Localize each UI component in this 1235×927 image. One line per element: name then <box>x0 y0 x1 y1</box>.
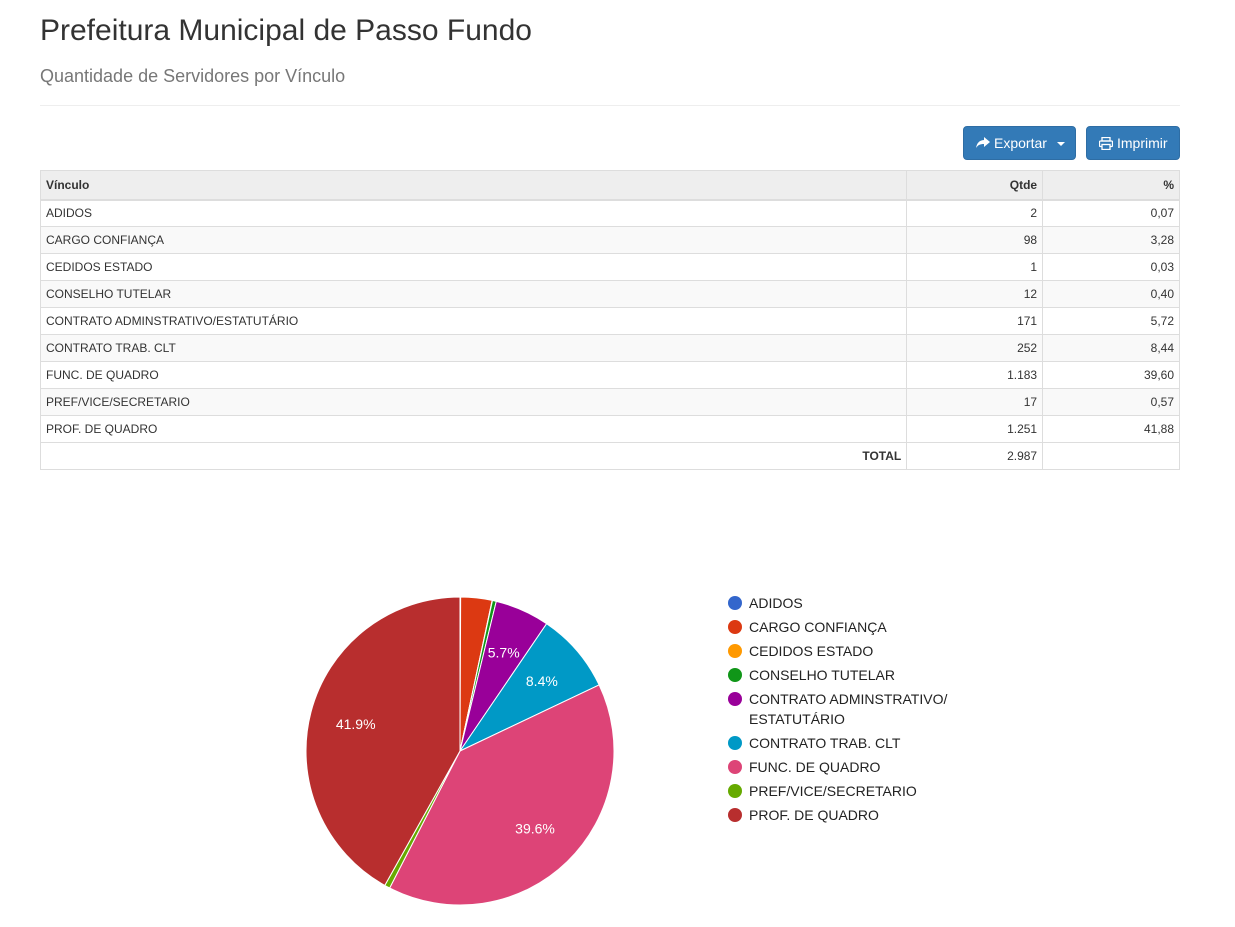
total-pct-empty <box>1042 442 1180 470</box>
pie-slice-9[interactable] <box>305 596 461 887</box>
cell-pct: 39,60 <box>1042 361 1180 389</box>
cell-pct: 0,40 <box>1042 280 1180 308</box>
legend-swatch <box>728 692 742 706</box>
pie-slice-label-6: 8.4% <box>526 673 558 689</box>
table-row: CARGO CONFIANÇA 98 3,28 <box>39 226 1180 254</box>
export-button[interactable]: Exportar <box>963 126 1076 160</box>
cell-vinculo: PREF/VICE/SECRETARIO <box>39 388 908 416</box>
table-row: ADIDOS 2 0,07 <box>39 199 1180 227</box>
column-header-vinculo[interactable]: Vínculo <box>39 170 908 201</box>
cell-qtde: 1.251 <box>906 415 1044 443</box>
header-divider <box>40 105 1180 106</box>
legend-swatch <box>728 760 742 774</box>
page-subtitle: Quantidade de Servidores por Vínculo <box>40 66 346 86</box>
pie-chart-svg: 5.7% 8.4% 39.6% 41.9% <box>305 596 615 906</box>
legend-item[interactable]: FUNC. DE QUADRO <box>728 757 988 777</box>
print-button-label: Imprimir <box>1117 135 1168 151</box>
cell-vinculo: CONSELHO TUTELAR <box>39 280 908 308</box>
legend-item[interactable]: CARGO CONFIANÇA <box>728 617 988 637</box>
legend-item[interactable]: CONTRATO ADMINSTRATIVO/ ESTATUTÁRIO <box>728 689 988 729</box>
legend-label: CEDIDOS ESTADO <box>749 643 874 659</box>
legend-swatch <box>728 784 742 798</box>
cell-pct: 0,07 <box>1042 199 1180 227</box>
table-row: FUNC. DE QUADRO 1.183 39,60 <box>39 361 1180 389</box>
cell-qtde: 12 <box>906 280 1044 308</box>
table-row: CONSELHO TUTELAR 12 0,40 <box>39 280 1180 308</box>
cell-vinculo: CEDIDOS ESTADO <box>39 253 908 281</box>
cell-pct: 41,88 <box>1042 415 1180 443</box>
cell-pct: 8,44 <box>1042 334 1180 362</box>
export-button-label: Exportar <box>994 135 1047 151</box>
legend-label: CARGO CONFIANÇA <box>749 619 887 635</box>
caret-down-icon <box>1056 142 1065 146</box>
page-title: Prefeitura Municipal de Passo Fundo <box>40 14 532 47</box>
column-header-qtde[interactable]: Qtde <box>906 170 1044 201</box>
table-row: PROF. DE QUADRO 1.251 41,88 <box>39 415 1180 443</box>
legend-swatch <box>728 620 742 634</box>
cell-pct: 3,28 <box>1042 226 1180 254</box>
pie-chart: 5.7% 8.4% 39.6% 41.9% <box>290 585 630 915</box>
legend-label: CONSELHO TUTELAR <box>749 667 895 683</box>
cell-qtde: 2 <box>906 199 1044 227</box>
servidores-table: Vínculo Qtde % ADIDOS 2 0,07 CARGO CONFI… <box>39 170 1180 470</box>
pie-slice-label-5: 5.7% <box>488 644 520 660</box>
legend-label: PREF/VICE/SECRETARIO <box>749 783 917 799</box>
total-label: TOTAL <box>39 442 908 470</box>
legend-swatch <box>728 736 742 750</box>
column-header-pct[interactable]: % <box>1042 170 1180 201</box>
legend-label: PROF. DE QUADRO <box>749 807 879 823</box>
legend-item[interactable]: CEDIDOS ESTADO <box>728 641 988 661</box>
print-icon <box>1099 136 1113 150</box>
table-row: CEDIDOS ESTADO 1 0,03 <box>39 253 1180 281</box>
legend-label: CONTRATO TRAB. CLT <box>749 735 901 751</box>
cell-qtde: 98 <box>906 226 1044 254</box>
cell-vinculo: ADIDOS <box>39 199 908 227</box>
pie-slice-7[interactable] <box>388 684 615 906</box>
cell-qtde: 1.183 <box>906 361 1044 389</box>
legend-label: CONTRATO ADMINSTRATIVO/ ESTATUTÁRIO <box>749 691 948 727</box>
pie-slice-label-7: 39.6% <box>515 820 555 836</box>
legend-item[interactable]: ADIDOS <box>728 593 988 613</box>
total-value: 2.987 <box>906 442 1044 470</box>
cell-vinculo: FUNC. DE QUADRO <box>39 361 908 389</box>
cell-vinculo: CARGO CONFIANÇA <box>39 226 908 254</box>
cell-vinculo: CONTRATO TRAB. CLT <box>39 334 908 362</box>
legend-swatch <box>728 644 742 658</box>
legend-item[interactable]: CONTRATO TRAB. CLT <box>728 733 988 753</box>
legend-label: ADIDOS <box>749 595 803 611</box>
pie-slice-label-9: 41.9% <box>336 716 376 732</box>
cell-qtde: 1 <box>906 253 1044 281</box>
table-row: CONTRATO TRAB. CLT 252 8,44 <box>39 334 1180 362</box>
legend-item[interactable]: CONSELHO TUTELAR <box>728 665 988 685</box>
legend-item[interactable]: PREF/VICE/SECRETARIO <box>728 781 988 801</box>
table-row: CONTRATO ADMINSTRATIVO/ESTATUTÁRIO 171 5… <box>39 307 1180 335</box>
share-icon <box>976 137 990 149</box>
cell-pct: 0,03 <box>1042 253 1180 281</box>
legend-item[interactable]: PROF. DE QUADRO <box>728 805 988 825</box>
cell-qtde: 171 <box>906 307 1044 335</box>
table-row: PREF/VICE/SECRETARIO 17 0,57 <box>39 388 1180 416</box>
legend-label: FUNC. DE QUADRO <box>749 759 881 775</box>
cell-pct: 0,57 <box>1042 388 1180 416</box>
print-button[interactable]: Imprimir <box>1086 126 1180 160</box>
cell-pct: 5,72 <box>1042 307 1180 335</box>
cell-vinculo: CONTRATO ADMINSTRATIVO/ESTATUTÁRIO <box>39 307 908 335</box>
cell-qtde: 252 <box>906 334 1044 362</box>
legend-swatch <box>728 668 742 682</box>
cell-vinculo: PROF. DE QUADRO <box>39 415 908 443</box>
table-total-row: TOTAL 2.987 <box>39 442 1180 470</box>
chart-legend: ADIDOS CARGO CONFIANÇA CEDIDOS ESTADO CONSE… <box>728 593 988 829</box>
legend-swatch <box>728 596 742 610</box>
legend-swatch <box>728 808 742 822</box>
table-header-row: Vínculo Qtde % <box>39 170 1180 201</box>
cell-qtde: 17 <box>906 388 1044 416</box>
